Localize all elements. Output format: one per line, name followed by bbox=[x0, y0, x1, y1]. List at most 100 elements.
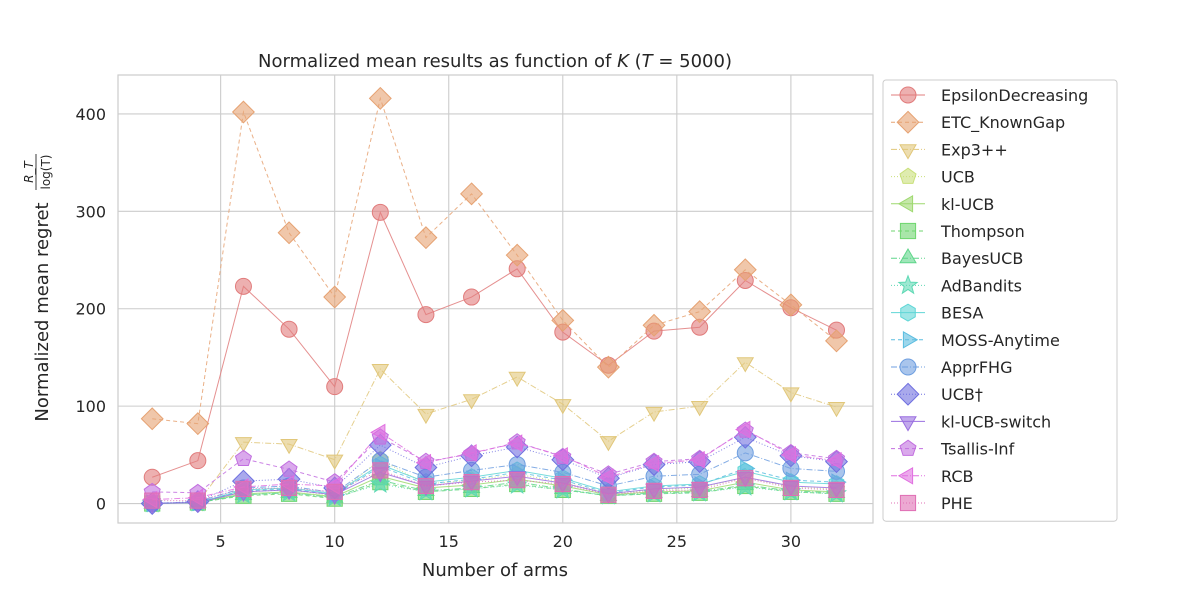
data-point bbox=[508, 371, 527, 388]
data-point bbox=[369, 472, 391, 493]
data-point bbox=[280, 439, 298, 455]
data-point bbox=[280, 320, 298, 338]
x-tick-label: 15 bbox=[439, 532, 459, 551]
series-line bbox=[152, 428, 837, 501]
legend-marker bbox=[899, 439, 917, 456]
legend-item-kl-ucb-switch: kl-UCB-switch bbox=[891, 412, 1051, 432]
data-point bbox=[551, 308, 575, 332]
legend-marker bbox=[896, 382, 920, 406]
data-point bbox=[691, 481, 708, 498]
legend-label: kl-UCB-switch bbox=[941, 412, 1051, 431]
y-tick-label: 0 bbox=[96, 495, 106, 514]
legend-label: UCB† bbox=[941, 385, 983, 404]
data-point bbox=[463, 288, 481, 306]
data-point bbox=[372, 462, 389, 479]
series-line bbox=[152, 483, 837, 505]
series-line bbox=[152, 475, 837, 505]
data-point bbox=[506, 434, 523, 452]
x-tick-label: 30 bbox=[781, 532, 801, 551]
data-point bbox=[600, 486, 617, 503]
chart-title-part-2: ( bbox=[629, 51, 642, 72]
legend-marker bbox=[899, 86, 917, 104]
legend-label: Tsallis-Inf bbox=[940, 440, 1015, 459]
series-line bbox=[152, 481, 837, 505]
series-phe bbox=[144, 462, 845, 509]
legend-label: PHE bbox=[941, 494, 973, 513]
data-point bbox=[371, 364, 390, 380]
legend-item-kl-ucb: kl-UCB bbox=[891, 195, 994, 214]
legend-label: kl-UCB bbox=[941, 195, 994, 214]
legend-item-apprfhg: ApprFHG bbox=[891, 358, 1012, 377]
legend-marker bbox=[896, 110, 920, 134]
legend-item-besa: BESA bbox=[891, 304, 984, 323]
data-point bbox=[462, 394, 481, 410]
data-point bbox=[231, 100, 255, 124]
legend-label: AdBandits bbox=[941, 276, 1022, 295]
data-point bbox=[828, 481, 845, 498]
data-point bbox=[598, 468, 614, 487]
legend-marker bbox=[897, 194, 914, 213]
legend-label: UCB bbox=[941, 168, 975, 187]
data-point bbox=[326, 378, 344, 396]
data-point bbox=[234, 437, 253, 453]
series-line bbox=[152, 471, 837, 505]
data-point bbox=[460, 182, 484, 206]
legend-frame bbox=[882, 79, 1118, 522]
data-point bbox=[368, 86, 392, 110]
data-point bbox=[370, 423, 386, 442]
data-point bbox=[688, 300, 712, 324]
legend-item-ucb: UCB† bbox=[891, 382, 983, 406]
legend-item-ucb: UCB bbox=[891, 167, 975, 187]
chart-title: Normalized mean results as function of K… bbox=[258, 51, 732, 72]
y-axis-label: Normalized mean regret bbox=[32, 202, 53, 421]
data-point bbox=[553, 399, 572, 415]
data-point bbox=[461, 444, 477, 462]
data-point bbox=[824, 329, 849, 353]
data-point bbox=[505, 243, 529, 267]
legend-label: EpsilonDecreasing bbox=[941, 86, 1088, 105]
data-point bbox=[642, 313, 666, 337]
legend-marker bbox=[900, 303, 916, 322]
data-point bbox=[371, 203, 389, 221]
plot-area bbox=[117, 74, 874, 524]
legend-item-etc-knowngap: ETC_KnownGap bbox=[891, 110, 1065, 134]
data-point bbox=[508, 456, 526, 474]
data-point bbox=[509, 472, 526, 489]
data-point bbox=[189, 492, 206, 509]
x-tick-label: 10 bbox=[325, 532, 345, 551]
legend-label: Exp3++ bbox=[941, 140, 1008, 159]
data-point bbox=[782, 479, 799, 497]
y-axis-label-fraction-den: log(T) bbox=[39, 155, 53, 190]
legend-item-exp3: Exp3++ bbox=[891, 140, 1008, 160]
series-line bbox=[152, 465, 837, 505]
legend-marker bbox=[899, 248, 917, 264]
data-point bbox=[280, 460, 298, 477]
grid bbox=[118, 75, 873, 523]
data-point bbox=[596, 355, 620, 379]
data-point bbox=[599, 436, 618, 452]
legend-item-epsilondecreasing: EpsilonDecreasing bbox=[891, 86, 1088, 105]
legend-marker bbox=[902, 330, 919, 349]
legend-marker bbox=[899, 144, 917, 160]
legend-item-tsallis-inf: Tsallis-Inf bbox=[891, 439, 1015, 459]
chart-title-part-1: Normalized mean results as function of bbox=[258, 51, 617, 72]
data-point bbox=[144, 492, 161, 509]
legend-marker bbox=[899, 222, 917, 240]
data-point bbox=[735, 420, 751, 439]
data-point bbox=[189, 452, 207, 470]
series-layer bbox=[140, 86, 849, 516]
legend-label: Thompson bbox=[940, 222, 1025, 241]
data-point bbox=[325, 454, 344, 470]
legend-item-bayesucb: BayesUCB bbox=[891, 248, 1023, 268]
data-point bbox=[736, 357, 755, 373]
data-point bbox=[414, 226, 438, 250]
series-line bbox=[152, 469, 837, 502]
legend-item-adbandits: AdBandits bbox=[891, 274, 1022, 295]
data-point bbox=[643, 454, 660, 473]
data-point bbox=[689, 450, 705, 469]
data-point bbox=[417, 408, 435, 425]
data-point bbox=[645, 482, 663, 499]
series-line bbox=[152, 429, 837, 494]
data-point bbox=[645, 406, 663, 423]
